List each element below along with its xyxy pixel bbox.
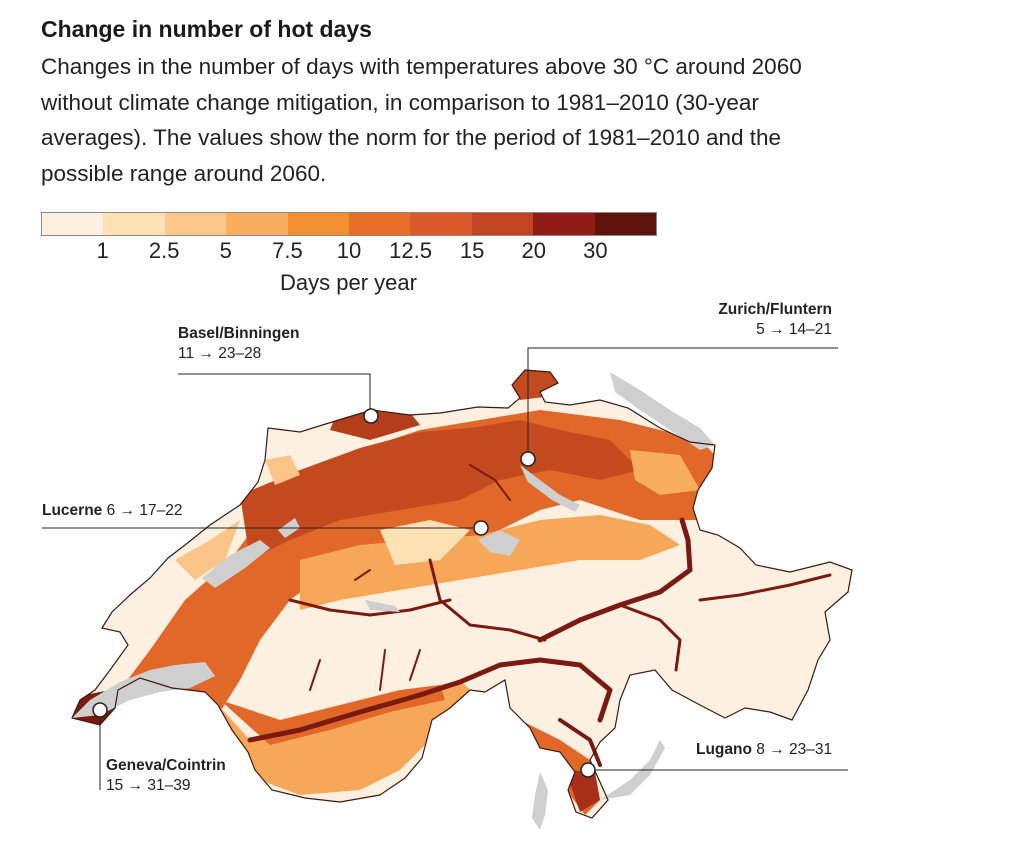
- legend-tick-label: 15: [459, 238, 485, 263]
- color-legend: [41, 212, 657, 236]
- station-values: 15 → 31–39: [106, 777, 191, 794]
- legend-swatch: [164, 213, 227, 235]
- station-label-geneva: Geneva/Cointrin 15 → 31–39: [106, 756, 226, 796]
- station-name: Geneva/Cointrin: [106, 757, 226, 774]
- legend-swatch: [594, 213, 657, 235]
- station-marker-lugano: [580, 762, 596, 778]
- lakes: [72, 372, 715, 830]
- station-marker-lucerne: [473, 520, 489, 536]
- chart-subtitle: Changes in the number of days with tempe…: [41, 54, 802, 186]
- station-values: 11 → 23–28: [178, 345, 262, 362]
- station-name: Lucerne: [42, 502, 103, 519]
- legend-tick-label: 20: [521, 238, 547, 263]
- station-label-zurich: Zurich/Fluntern 5 → 14–21: [718, 300, 832, 340]
- legend-tick-label: 10: [336, 238, 362, 263]
- station-name: Zurich/Fluntern: [718, 301, 832, 318]
- legend-tick-label: 30: [583, 238, 608, 263]
- station-name: Lugano: [696, 741, 752, 758]
- legend-tick-label: 2.5: [148, 238, 180, 263]
- station-values: 8 → 23–31: [756, 741, 833, 758]
- legend-swatch: [410, 213, 472, 235]
- station-label-basel: Basel/Binningen 11 → 23–28: [178, 324, 299, 364]
- station-name: Basel/Binningen: [178, 325, 300, 342]
- legend-swatch: [349, 213, 411, 235]
- legend-swatch: [103, 213, 165, 235]
- legend-title: Days per year: [280, 270, 417, 295]
- station-values: 6 → 17–22: [106, 502, 183, 519]
- station-label-lucerne: Lucerne 6 → 17–22: [42, 501, 182, 521]
- station-marker-geneva: [92, 702, 108, 718]
- station-marker-zurich: [520, 451, 536, 467]
- legend-tick-label: 5: [219, 238, 232, 263]
- switzerland-map: [42, 347, 853, 830]
- legend-tick-label: 7.5: [272, 238, 303, 263]
- legend-tick-label: 1: [96, 238, 109, 263]
- legend-tick-label: 12.5: [389, 238, 433, 263]
- legend-swatch: [226, 213, 288, 235]
- legend-swatch: [533, 213, 595, 235]
- station-marker-basel: [363, 408, 379, 424]
- station-values: 5 → 14–21: [756, 321, 832, 338]
- legend-swatch: [287, 213, 350, 235]
- chart-title: Change in number of hot days: [41, 16, 372, 42]
- leader-lines: [42, 347, 848, 790]
- station-label-lugano: Lugano 8 → 23–31: [696, 740, 832, 760]
- legend-ticks: 1 2.5 5 7.5 10 12.5 15 20 30: [41, 238, 657, 268]
- legend-swatch: [471, 213, 534, 235]
- legend-swatch: [42, 213, 104, 235]
